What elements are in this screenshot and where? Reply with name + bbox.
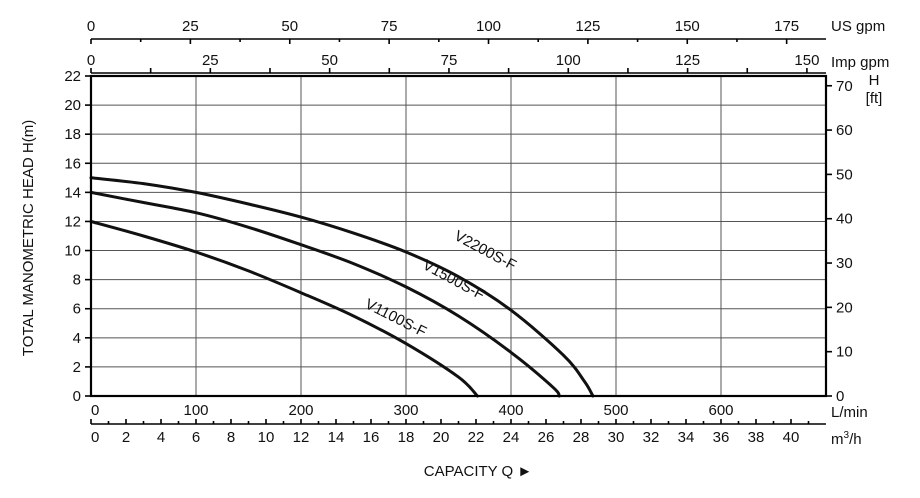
imp-gpm-tick-label: 50 [321, 52, 338, 69]
y-left-tick-label: 12 [64, 213, 81, 230]
y-left-tick-label: 8 [73, 272, 81, 289]
curve-v1500s-f [89, 190, 561, 398]
y-left-tick-label: 10 [64, 243, 81, 260]
unit-head-ft-h: H [869, 72, 880, 89]
m3h-tick-label: 6 [192, 429, 200, 446]
y-right-tick-label: 50 [836, 166, 853, 183]
m3h-tick-label: 14 [328, 429, 345, 446]
imp-gpm-tick-label: 150 [794, 52, 819, 69]
y-left-tick-label: 0 [73, 388, 81, 405]
y-right-tick-label: 40 [836, 211, 853, 228]
m3h-tick-label: 26 [538, 429, 555, 446]
curve-v2200s-f [89, 176, 595, 398]
grid [91, 76, 826, 396]
plot-frame [89, 74, 828, 398]
unit-imp-gpm: Imp gpm [831, 54, 889, 71]
m3h-tick-label: 16 [363, 429, 380, 446]
y-right-tick-label: 10 [836, 344, 853, 361]
m3h-tick-label: 4 [157, 429, 165, 446]
x-lmin-tick-label: 300 [393, 402, 418, 419]
unit-m3h: m3/h [831, 430, 862, 448]
y-right-tick-label: 0 [836, 388, 844, 405]
series-label-v1100s-f: V1100S-F [362, 296, 429, 341]
x-axis-title: CAPACITY Q ► [424, 463, 532, 480]
m3h-tick-label: 22 [468, 429, 485, 446]
us-gpm-tick-label: 100 [476, 18, 501, 35]
us-gpm-tick-label: 50 [281, 18, 298, 35]
y-left-tick-label: 18 [64, 126, 81, 143]
y-left-tick-label: 16 [64, 155, 81, 172]
m3h-tick-label: 28 [573, 429, 590, 446]
unit-head-ft-ft: [ft] [866, 90, 883, 107]
m3h-tick-label: 0 [91, 429, 99, 446]
x-lmin-tick-label: 0 [91, 402, 99, 419]
y-left-tick-label: 22 [64, 68, 81, 85]
y-right-tick-label: 30 [836, 255, 853, 272]
m3h-tick-label: 24 [503, 429, 520, 446]
imp-gpm-tick-label: 0 [87, 52, 95, 69]
us-gpm-tick-label: 75 [381, 18, 398, 35]
y-left-tick-label: 2 [73, 359, 81, 376]
y-right-tick-label: 60 [836, 122, 853, 139]
y-axis-title: TOTAL MANOMETRIC HEAD H(m) [20, 120, 37, 356]
x-lmin-tick-label: 100 [183, 402, 208, 419]
m3h-tick-label: 2 [122, 429, 130, 446]
m3h-tick-label: 20 [433, 429, 450, 446]
x-lmin-tick-label: 400 [498, 402, 523, 419]
us-gpm-tick-label: 25 [182, 18, 199, 35]
m3h-tick-label: 34 [678, 429, 695, 446]
x-lmin-tick-label: 200 [288, 402, 313, 419]
y-left-tick-label: 6 [73, 301, 81, 318]
y-right-tick-label: 20 [836, 299, 853, 316]
y-left-tick-label: 20 [64, 97, 81, 114]
imp-gpm-tick-label: 25 [202, 52, 219, 69]
m3h-tick-label: 18 [398, 429, 415, 446]
m3h-tick-label: 32 [643, 429, 660, 446]
y-right-tick-label: 70 [836, 78, 853, 95]
us-gpm-tick-label: 175 [774, 18, 799, 35]
m3h-tick-label: 40 [783, 429, 800, 446]
m3h-tick-label: 38 [748, 429, 765, 446]
m3h-tick-label: 12 [293, 429, 310, 446]
m3h-tick-label: 36 [713, 429, 730, 446]
x-lmin-tick-label: 600 [708, 402, 733, 419]
m3h-tick-label: 10 [258, 429, 275, 446]
imp-gpm-tick-label: 125 [675, 52, 700, 69]
us-gpm-tick-label: 125 [575, 18, 600, 35]
unit-us-gpm: US gpm [831, 18, 885, 35]
unit-lmin: L/min [831, 404, 868, 421]
m3h-tick-label: 8 [227, 429, 235, 446]
y-left-tick-label: 14 [64, 184, 81, 201]
imp-gpm-tick-label: 75 [441, 52, 458, 69]
us-gpm-tick-label: 0 [87, 18, 95, 35]
us-gpm-tick-label: 150 [675, 18, 700, 35]
m3h-tick-label: 30 [608, 429, 625, 446]
curve-v1100s-f [89, 220, 479, 398]
y-left-tick-label: 4 [73, 330, 81, 347]
unit-m3h-sup: 3 [844, 430, 850, 441]
x-lmin-tick-label: 500 [603, 402, 628, 419]
imp-gpm-tick-label: 100 [556, 52, 581, 69]
